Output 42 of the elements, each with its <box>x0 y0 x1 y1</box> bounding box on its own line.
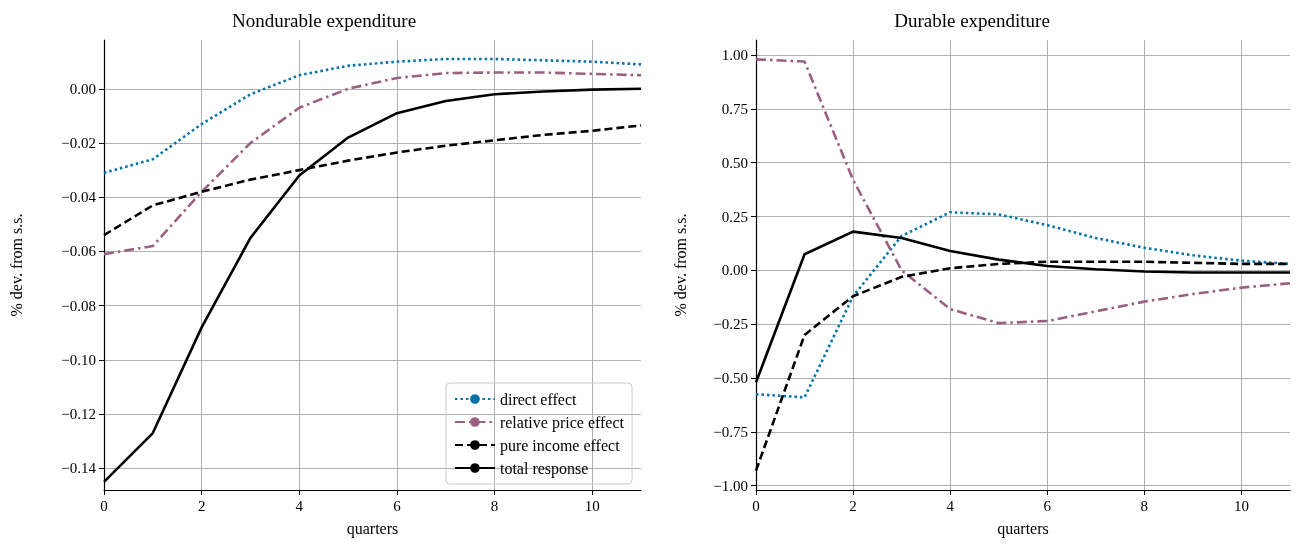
x-tick-label: 8 <box>1140 497 1149 514</box>
y-tick-label: −0.04 <box>61 189 97 206</box>
x-tick-label: 6 <box>393 497 402 514</box>
y-tick-label: 1.00 <box>721 47 748 64</box>
y-tick-label: −0.12 <box>61 406 96 423</box>
y-tick-label: −0.10 <box>61 351 96 368</box>
x-tick-label: 4 <box>946 497 955 514</box>
y-tick-label: −0.75 <box>713 423 748 440</box>
x-tick-label: 8 <box>490 497 499 514</box>
line-series <box>754 58 1292 325</box>
y-tick-label: −0.02 <box>61 135 96 152</box>
y-tick-label: −1.00 <box>713 477 748 494</box>
y-tick-label: 0.00 <box>721 262 748 279</box>
legend-label: pure income effect <box>499 436 621 455</box>
x-tick-label: 0 <box>752 497 760 514</box>
x-tick-label: 6 <box>1043 497 1052 514</box>
y-tick-label: −0.06 <box>61 243 97 260</box>
y-tick-label: 0.25 <box>721 208 748 225</box>
y-tick-label: −0.08 <box>61 297 96 314</box>
x-tick-label: 10 <box>1233 497 1249 514</box>
x-tick-label: 4 <box>295 497 304 514</box>
legend-label: relative price effect <box>499 413 625 432</box>
x-axis-title: quarters <box>346 519 399 538</box>
y-tick-label: −0.14 <box>61 460 97 477</box>
y-tick-label: −0.50 <box>713 370 748 387</box>
x-tick-label: 10 <box>584 497 600 514</box>
y-tick-label: −0.25 <box>713 316 748 333</box>
chart-title: Durable expenditure <box>894 10 1050 31</box>
line-series <box>102 57 643 175</box>
line-series <box>102 71 643 256</box>
x-tick-label: 0 <box>100 497 108 514</box>
y-tick-label: 0.75 <box>721 100 748 117</box>
chart-title: Nondurable expenditure <box>231 10 417 31</box>
x-axis-title: quarters <box>997 519 1049 538</box>
y-axis-title: % dev. from s.s. <box>671 213 689 317</box>
x-tick-label: 2 <box>849 497 857 514</box>
y-tick-label: 0.50 <box>721 154 748 171</box>
y-axis-title: % dev. from s.s. <box>7 213 25 317</box>
legend-label: total response <box>499 459 589 478</box>
x-tick-label: 2 <box>197 497 206 514</box>
y-tick-label: 0.00 <box>69 80 96 97</box>
legend-label: direct effect <box>499 390 578 408</box>
